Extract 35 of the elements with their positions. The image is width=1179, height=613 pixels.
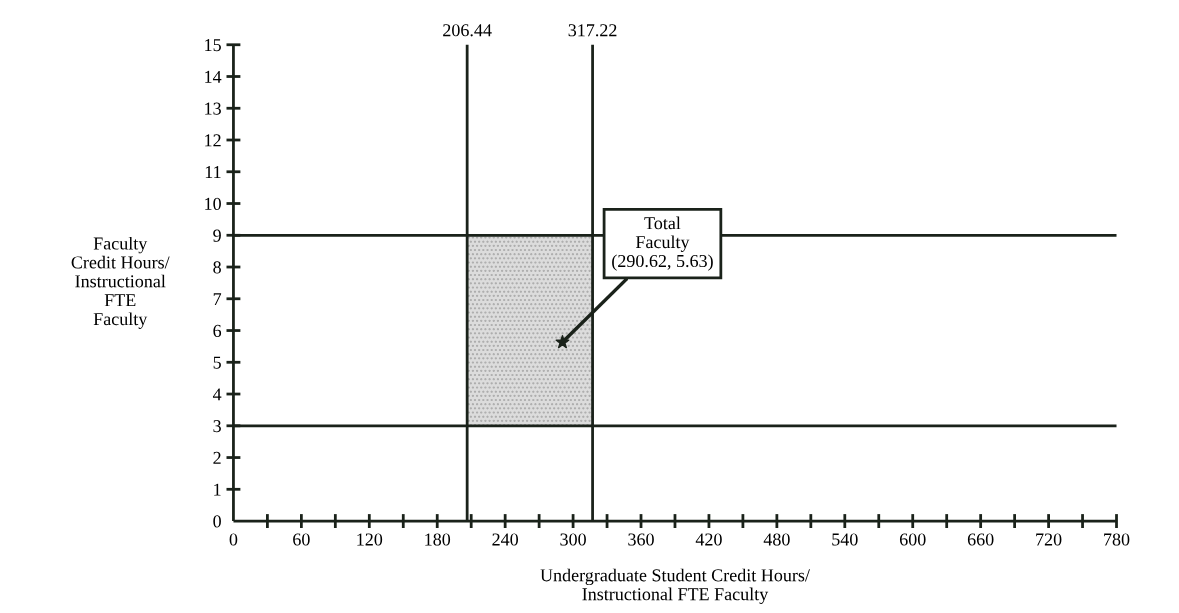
- y-tick-label: 0: [213, 515, 221, 528]
- x-tick-label: 540: [832, 533, 858, 546]
- y-tick-label: 4: [212, 388, 222, 401]
- ref-line-label: 206.44: [443, 24, 492, 37]
- x-tick-label: 660: [967, 533, 994, 546]
- x-tick-label: 0: [229, 533, 238, 546]
- x-tick-label: 60: [293, 533, 310, 546]
- x-tick-label: 780: [1104, 533, 1130, 546]
- y-tick-label: 8: [213, 261, 221, 274]
- y-tick-label: 14: [205, 70, 222, 83]
- x-tick-label: 480: [763, 533, 790, 546]
- y-tick-label: 11: [205, 166, 221, 179]
- x-tick-label: 360: [628, 533, 654, 546]
- y-tick-label: 10: [205, 197, 221, 210]
- y-tick-label: 1: [214, 483, 221, 496]
- x-tick-label: 180: [425, 533, 451, 546]
- x-axis-title: Undergraduate Student Credit Hours/ Instructional FTE Faculty: [540, 568, 810, 605]
- ref-line-label: 317.22: [568, 24, 617, 37]
- y-tick-label: 2: [213, 451, 221, 464]
- y-tick-label: 3: [213, 420, 221, 433]
- y-tick-label: 5: [213, 356, 221, 369]
- x-tick-label: 720: [1036, 533, 1062, 546]
- y-tick-label: 13: [205, 102, 221, 115]
- y-tick-label: 6: [213, 324, 222, 337]
- y-tick-label: 9: [213, 229, 221, 242]
- annotation: Total Faculty (290.62, 5.63): [612, 216, 713, 271]
- x-tick-label: 300: [560, 533, 586, 546]
- y-axis-title: Faculty Credit Hours/ Instructional FTE Faculty: [71, 236, 170, 329]
- y-tick-label: 12: [205, 134, 221, 147]
- y-tick-label: 7: [213, 293, 222, 306]
- y-tick-label: 15: [205, 39, 221, 52]
- x-tick-label: 600: [899, 533, 926, 546]
- x-tick-label: 240: [492, 533, 519, 546]
- x-tick-label: 420: [695, 533, 722, 546]
- x-tick-label: 120: [357, 533, 383, 546]
